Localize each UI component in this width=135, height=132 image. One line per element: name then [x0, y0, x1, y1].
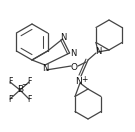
- Text: F: F: [27, 77, 31, 86]
- Text: O: O: [70, 63, 77, 72]
- Text: B: B: [17, 86, 23, 95]
- Text: N: N: [70, 49, 77, 58]
- Text: −: −: [21, 82, 27, 88]
- Text: N: N: [76, 77, 82, 86]
- Text: F: F: [27, 95, 31, 103]
- Text: +: +: [81, 76, 87, 84]
- Text: N: N: [60, 33, 67, 42]
- Text: N: N: [95, 48, 101, 56]
- Text: F: F: [8, 95, 12, 103]
- Text: N: N: [42, 64, 48, 73]
- Text: F: F: [8, 77, 12, 86]
